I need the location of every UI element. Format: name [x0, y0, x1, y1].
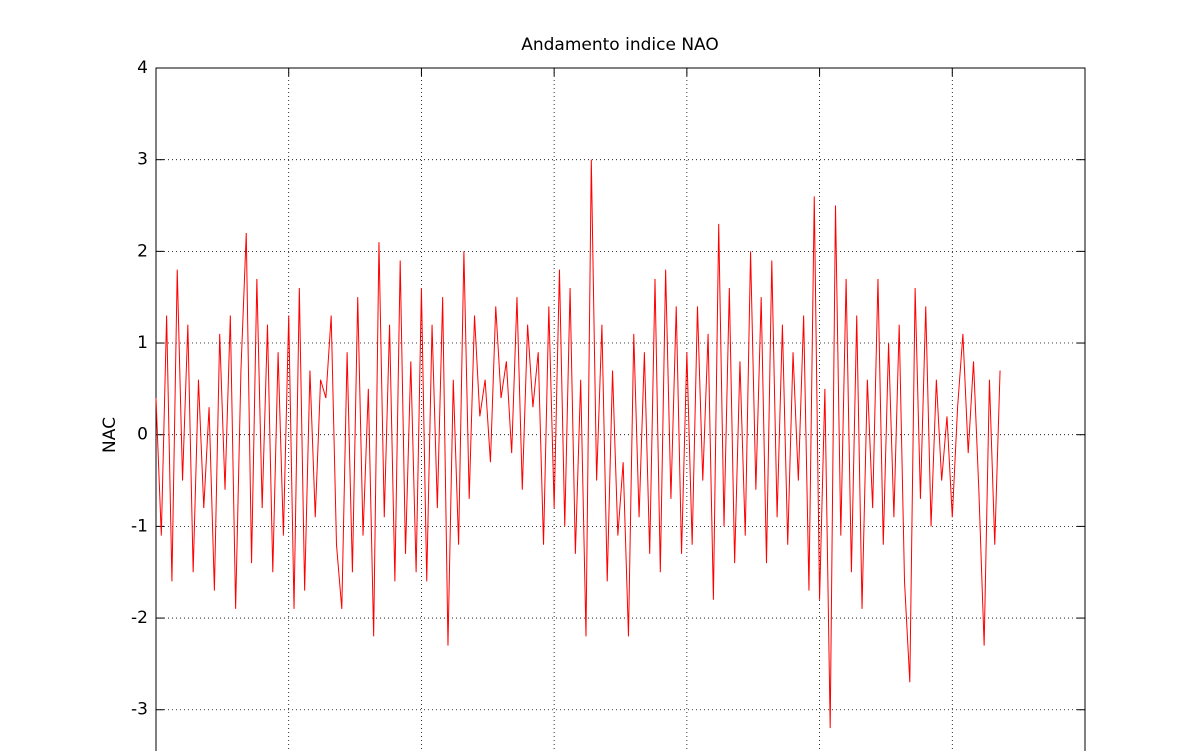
y-tick-label: 4 [137, 58, 148, 78]
chart-title: Andamento indice NAO [521, 35, 719, 55]
data-line [155, 159, 1001, 729]
y-tick-label: -2 [131, 608, 148, 628]
y-axis-label: NAC [100, 417, 120, 453]
y-tick-label: 1 [137, 333, 148, 353]
y-tick-label: 0 [137, 425, 148, 445]
y-tick-label: -3 [131, 700, 148, 720]
y-tick-label: 3 [137, 150, 148, 170]
y-tick-label: -1 [131, 516, 148, 536]
y-tick-label: 2 [137, 241, 148, 261]
